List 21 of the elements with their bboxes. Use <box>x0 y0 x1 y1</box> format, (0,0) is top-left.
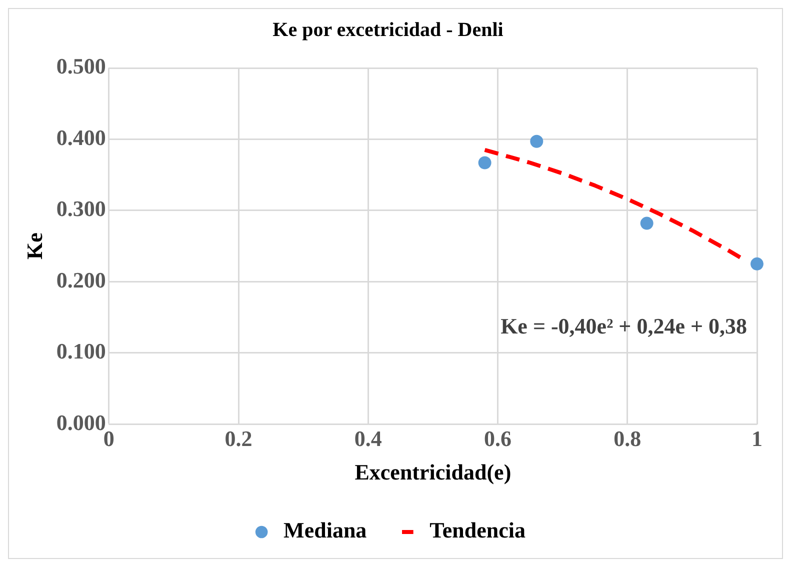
annotation: Ke = -0,40e² + 0,24e + 0,38 <box>500 314 747 339</box>
legend-label: Mediana <box>284 518 367 543</box>
x-tick-label: 0.6 <box>484 426 512 452</box>
y-tick-label: 0.300 <box>56 196 106 222</box>
y-tick-label: 0.000 <box>56 410 106 435</box>
x-tick-label: 0.8 <box>614 426 642 452</box>
y-tick-label: 0.100 <box>56 338 106 364</box>
point <box>750 257 764 270</box>
y-tick-label: 0.400 <box>56 124 106 150</box>
x-tick-label: 0.2 <box>224 426 252 452</box>
y-axis-title: Ke <box>22 232 47 260</box>
point <box>530 134 544 148</box>
x-tick-label: 1 <box>752 426 762 452</box>
x-tick-label: 0.4 <box>354 426 382 452</box>
x-axis-title: Excentricidad(e) <box>354 459 512 484</box>
y-tick-label: 0.500 <box>56 54 106 79</box>
legend-label: Tendencia <box>430 518 526 543</box>
chart-title: Ke por excetricidad - Denli <box>272 19 504 42</box>
y-tick-label: 0.200 <box>56 267 106 292</box>
point <box>478 156 492 170</box>
point <box>640 216 654 230</box>
